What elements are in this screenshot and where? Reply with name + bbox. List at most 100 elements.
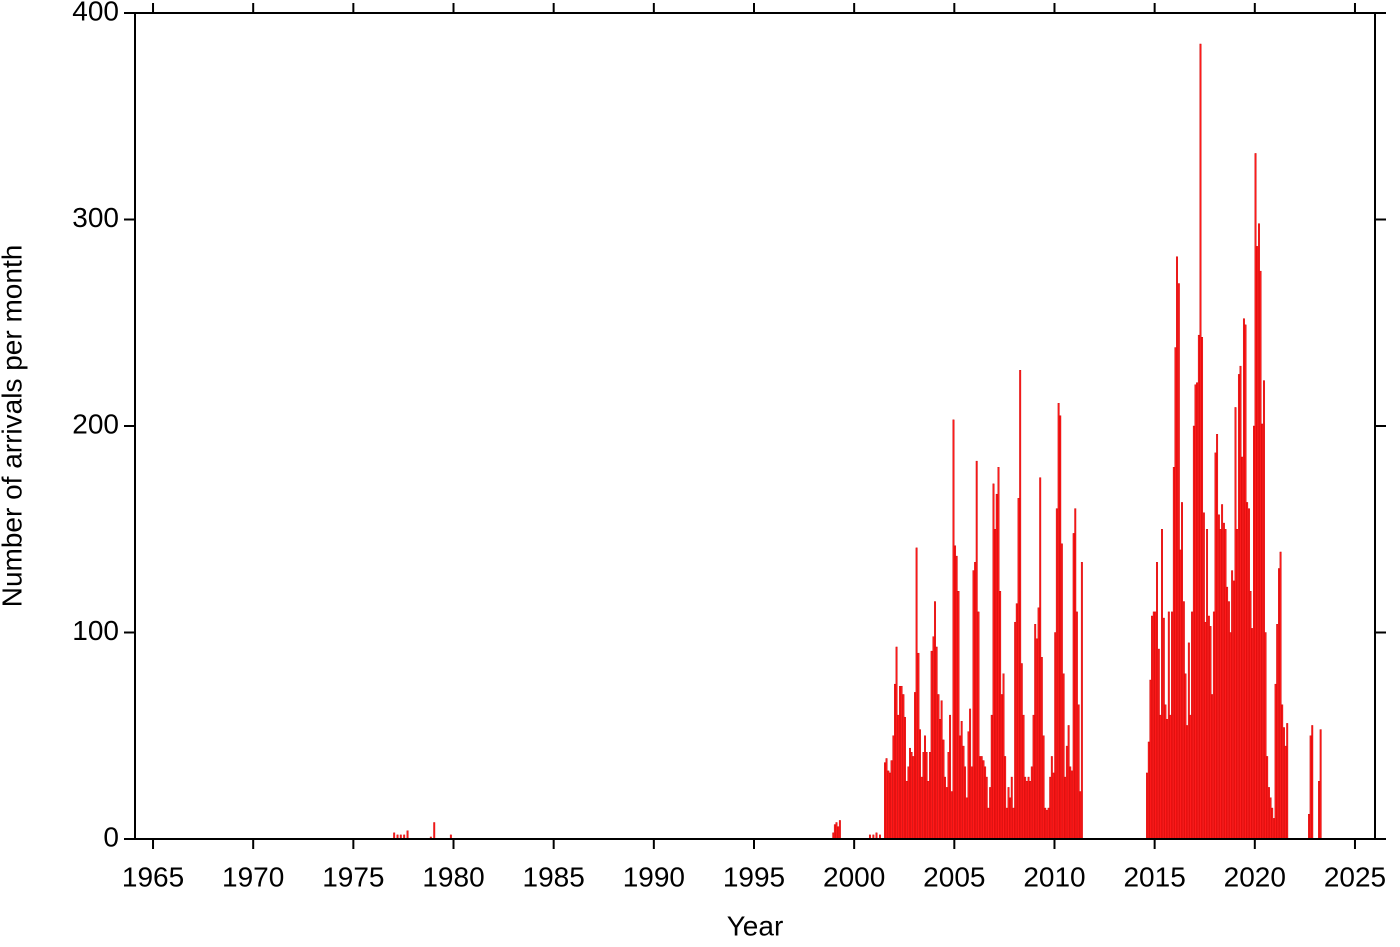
y-tick-label: 0 [103, 821, 119, 852]
bar [1030, 766, 1033, 840]
bar [945, 787, 948, 840]
bar [919, 729, 921, 840]
bar [1202, 512, 1205, 840]
bar [1222, 522, 1225, 840]
bar [1034, 624, 1037, 840]
bar [406, 830, 409, 840]
bar [1311, 725, 1314, 840]
bar [1217, 514, 1220, 840]
bar [1172, 467, 1175, 840]
bar [922, 752, 925, 840]
bar [907, 766, 910, 840]
x-tick-label: 2015 [1123, 861, 1185, 892]
bar [984, 766, 987, 840]
bar [972, 570, 975, 840]
bar [1065, 745, 1068, 840]
bar [1227, 601, 1230, 840]
bar [902, 694, 905, 840]
bar [964, 766, 967, 840]
bar [1005, 807, 1008, 840]
bar [1171, 611, 1173, 840]
bar [1060, 543, 1063, 840]
bar [1010, 776, 1013, 840]
bar [1266, 756, 1269, 840]
y-tick-label: 400 [72, 0, 119, 26]
y-tick-label: 300 [72, 202, 119, 233]
bar [1040, 657, 1043, 840]
bar [1057, 403, 1060, 840]
bar [995, 493, 998, 840]
bar [1059, 415, 1062, 840]
bar [1024, 776, 1027, 840]
bar [1247, 508, 1250, 840]
bar [929, 752, 931, 840]
bar [997, 467, 1000, 840]
bar [1181, 502, 1183, 840]
bar [920, 776, 923, 840]
bar [957, 591, 960, 840]
bar [1246, 502, 1249, 840]
bar [940, 700, 943, 840]
bar [1269, 797, 1272, 840]
bar [1042, 735, 1045, 840]
bar [985, 776, 988, 840]
bar [949, 714, 952, 840]
bar [965, 797, 968, 840]
bar [1074, 508, 1077, 840]
bar [895, 646, 898, 840]
bar [999, 591, 1002, 840]
bar [1184, 673, 1187, 840]
bar [1279, 551, 1282, 840]
bar [1080, 562, 1083, 840]
bar [930, 650, 933, 840]
bar [1189, 714, 1192, 840]
bar [1161, 529, 1163, 840]
bar [1054, 632, 1057, 840]
bar [1308, 814, 1310, 840]
bar [1261, 423, 1264, 840]
bar [1253, 425, 1255, 840]
bar [910, 752, 913, 840]
bar [1045, 809, 1048, 840]
bar [917, 652, 920, 840]
bar [1231, 570, 1234, 840]
bar [990, 714, 993, 840]
bar [1177, 283, 1180, 840]
bar [1191, 611, 1194, 840]
bar [1044, 807, 1047, 840]
bar [1258, 223, 1260, 840]
bar [909, 747, 911, 840]
bar [1186, 725, 1188, 840]
bar [1166, 719, 1168, 840]
bar [904, 716, 906, 840]
bar [1216, 434, 1219, 840]
bar [1154, 611, 1157, 840]
bar [885, 758, 888, 840]
bar [952, 419, 955, 840]
bar [1319, 729, 1322, 840]
y-tick-label: 200 [72, 408, 119, 439]
bar [1211, 694, 1214, 840]
bar [1169, 714, 1172, 840]
bar [890, 760, 893, 840]
bar [1281, 704, 1284, 840]
bar [1309, 735, 1312, 840]
bar [1242, 318, 1245, 840]
bar [1039, 477, 1042, 840]
bar [900, 685, 903, 840]
bar [1209, 626, 1212, 840]
bar [1226, 586, 1229, 840]
bar [1206, 529, 1209, 840]
bar [1000, 694, 1003, 840]
bar [924, 735, 926, 840]
bar [1284, 745, 1287, 840]
x-tick-label: 2010 [1023, 861, 1085, 892]
bar [934, 601, 936, 840]
bar [1207, 615, 1210, 840]
bar [889, 772, 891, 840]
bar [1055, 508, 1058, 840]
x-tick-label: 1975 [322, 861, 384, 892]
bar [944, 776, 947, 840]
x-tick-label: 1995 [723, 861, 785, 892]
bar [1147, 741, 1150, 840]
